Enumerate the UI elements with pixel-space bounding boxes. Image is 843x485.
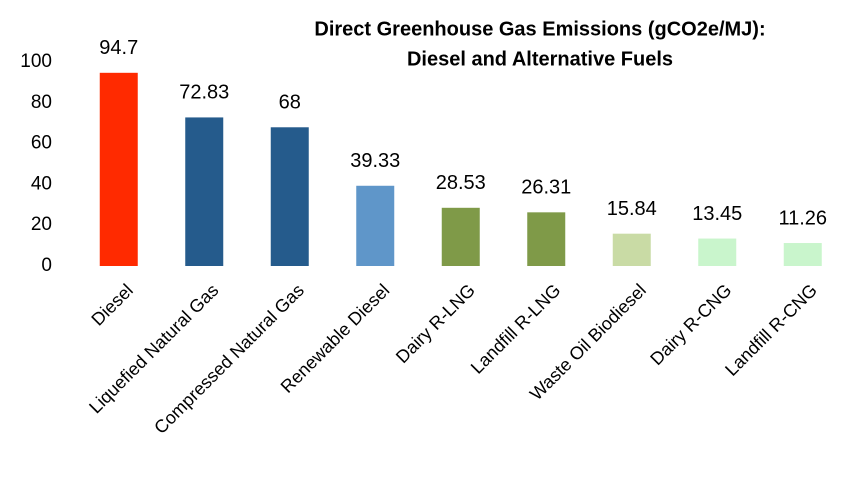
x-tick-label: Diesel (87, 280, 137, 330)
y-tick-label: 100 (20, 51, 52, 72)
x-tick-label: Landfill R-LNG (467, 280, 565, 378)
value-label: 94.7 (99, 37, 138, 59)
x-tick-label: Compressed Natural Gas (150, 280, 308, 438)
bar (441, 207, 480, 266)
value-label: 39.33 (350, 150, 400, 172)
bar (356, 185, 395, 266)
value-label: 68 (279, 92, 301, 114)
x-tick-label: Dairy R-CNG (646, 280, 735, 369)
bar (783, 243, 822, 266)
value-label: 72.83 (179, 82, 229, 104)
bar (270, 127, 309, 266)
bar (185, 117, 224, 266)
value-label: 28.53 (436, 172, 486, 194)
value-label: 11.26 (778, 207, 827, 229)
value-label: 15.84 (607, 198, 657, 220)
y-tick-label: 20 (31, 214, 52, 235)
y-tick-label: 40 (31, 173, 52, 194)
bar (698, 238, 737, 266)
bar (527, 212, 566, 266)
chart-title: Direct Greenhouse Gas Emissions (gCO2e/M… (314, 18, 765, 40)
y-tick-label: 80 (31, 92, 52, 113)
y-tick-label: 60 (31, 133, 52, 154)
bar (99, 72, 138, 266)
x-tick-label: Landfill R-CNG (721, 280, 821, 380)
bar (612, 233, 651, 266)
value-label: 26.31 (521, 177, 571, 199)
value-label: 13.45 (692, 203, 742, 225)
x-tick-label: Dairy R-LNG (392, 280, 479, 367)
chart-title: Diesel and Alternative Fuels (407, 48, 673, 70)
y-tick-label: 0 (41, 255, 52, 276)
